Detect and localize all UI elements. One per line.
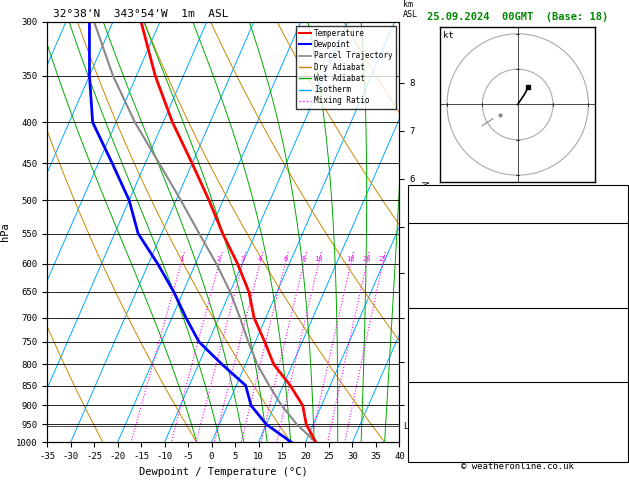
Text: 32°38'N  343°54'W  1m  ASL: 32°38'N 343°54'W 1m ASL <box>53 9 229 19</box>
Text: 20: 20 <box>362 256 370 262</box>
Text: 8: 8 <box>301 256 306 262</box>
Text: kt: kt <box>443 32 454 40</box>
Text: CAPE (J): CAPE (J) <box>411 285 459 295</box>
Text: 6: 6 <box>283 256 287 262</box>
Text: CIN (J): CIN (J) <box>411 370 452 381</box>
Text: 7: 7 <box>619 273 625 283</box>
Text: StmSpd (kt): StmSpd (kt) <box>411 432 476 441</box>
Text: Dewp (°C): Dewp (°C) <box>411 248 464 258</box>
Text: Lifted Index: Lifted Index <box>411 346 482 356</box>
Text: 17: 17 <box>613 248 625 258</box>
Text: CAPE (J): CAPE (J) <box>411 358 459 368</box>
X-axis label: Dewpoint / Temperature (°C): Dewpoint / Temperature (°C) <box>139 467 308 477</box>
Text: © weatheronline.co.uk: © weatheronline.co.uk <box>461 462 574 471</box>
Text: 22.2: 22.2 <box>601 236 625 246</box>
Text: Totals Totals: Totals Totals <box>411 199 487 209</box>
Text: 25: 25 <box>379 256 387 262</box>
Text: 2: 2 <box>217 256 221 262</box>
Text: 1020: 1020 <box>601 321 625 331</box>
Text: 33: 33 <box>613 199 625 209</box>
Text: 0: 0 <box>619 358 625 368</box>
Text: 0: 0 <box>619 297 625 307</box>
Text: 10: 10 <box>314 256 323 262</box>
Text: 25.09.2024  00GMT  (Base: 18): 25.09.2024 00GMT (Base: 18) <box>427 12 608 22</box>
Legend: Temperature, Dewpoint, Parcel Trajectory, Dry Adiabat, Wet Adiabat, Isotherm, Mi: Temperature, Dewpoint, Parcel Trajectory… <box>296 26 396 108</box>
Text: Lifted Index: Lifted Index <box>411 273 482 283</box>
Y-axis label: hPa: hPa <box>1 223 11 242</box>
Y-axis label: Mixing Ratio (g/kg): Mixing Ratio (g/kg) <box>420 181 428 283</box>
Text: θᴄ (K): θᴄ (K) <box>411 333 447 344</box>
Text: 16: 16 <box>613 187 625 197</box>
Text: 4: 4 <box>258 256 262 262</box>
Text: 0: 0 <box>619 370 625 381</box>
Text: 18: 18 <box>613 407 625 417</box>
Text: 37°: 37° <box>607 419 625 429</box>
Text: CIN (J): CIN (J) <box>411 297 452 307</box>
Text: Surface: Surface <box>497 225 538 235</box>
Text: 7: 7 <box>619 432 625 441</box>
Text: 3: 3 <box>240 256 245 262</box>
Text: 0: 0 <box>619 285 625 295</box>
Text: 18: 18 <box>613 395 625 404</box>
Text: 3.35: 3.35 <box>601 212 625 222</box>
Text: Hodograph: Hodograph <box>491 383 544 394</box>
Text: LCL: LCL <box>403 422 418 431</box>
Text: Pressure (mb): Pressure (mb) <box>411 321 487 331</box>
Text: PW (cm): PW (cm) <box>411 212 452 222</box>
Text: SREH: SREH <box>411 407 435 417</box>
Text: Most Unstable: Most Unstable <box>479 310 556 320</box>
Text: θᴄ(K): θᴄ(K) <box>411 260 441 270</box>
Text: 16: 16 <box>347 256 355 262</box>
Text: Temp (°C): Temp (°C) <box>411 236 464 246</box>
Text: StmDir: StmDir <box>411 419 447 429</box>
Text: EH: EH <box>411 395 423 404</box>
Text: K: K <box>411 187 417 197</box>
Text: 1: 1 <box>179 256 183 262</box>
Text: 7: 7 <box>619 346 625 356</box>
Text: km
ASL: km ASL <box>403 0 418 19</box>
Text: 327: 327 <box>607 260 625 270</box>
Text: 327: 327 <box>607 333 625 344</box>
